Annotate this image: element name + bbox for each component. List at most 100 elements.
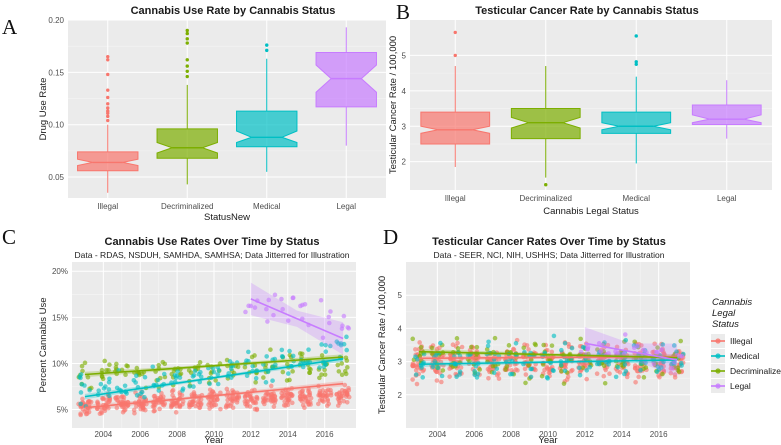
- panel-c-point-illegal: [212, 398, 218, 404]
- panel-c-point-illegal: [187, 400, 193, 405]
- panel-c-point-illegal: [289, 400, 295, 406]
- panel-a-x-axis-label: StatusNew: [204, 212, 250, 223]
- panel-c-point-legal: [302, 301, 308, 307]
- panel-c-point-illegal: [284, 390, 289, 396]
- panel-b-outlier-medical: [634, 62, 638, 66]
- panel-c-point-medical: [114, 385, 120, 391]
- panel-c-point-illegal: [325, 397, 330, 402]
- panel-c-point-decriminalized: [344, 358, 350, 363]
- panel-c-point-illegal: [308, 395, 314, 401]
- panel-d-point-decriminalized: [675, 365, 681, 370]
- panel-c-point-illegal: [272, 400, 278, 406]
- panel-d-point-illegal: [417, 340, 422, 345]
- panel-c-point-medical: [78, 375, 83, 381]
- panel-c-point-medical: [207, 381, 212, 387]
- panel-c-point-legal: [290, 295, 296, 300]
- panel-d-point-illegal: [668, 370, 674, 376]
- panel-b-box-legal: [691, 104, 762, 125]
- panel-d-point-medical: [587, 364, 593, 370]
- panel-c-point-medical: [197, 379, 203, 385]
- legend-title-line-3: Status: [712, 319, 739, 330]
- legend-label-decriminalized: Decriminalized: [730, 366, 781, 376]
- panel-a-title: Cannabis Use Rate by Cannabis Status: [131, 5, 336, 17]
- panel-d-point-illegal: [458, 365, 464, 370]
- panel-c-point-medical: [122, 383, 128, 389]
- panel-c-point-legal: [340, 323, 345, 329]
- panel-c-point-medical: [180, 388, 185, 393]
- panel-b-x-tick-label: Medical: [622, 194, 650, 203]
- panel-d-point-medical: [421, 351, 427, 357]
- panel-c-point-medical: [279, 347, 285, 353]
- panel-d-point-decriminalized: [418, 344, 424, 350]
- panel-d-point-decriminalized: [541, 342, 546, 348]
- panel-d-point-medical: [654, 369, 660, 375]
- panel-c-point-medical: [198, 374, 204, 380]
- panel-c-point-illegal: [218, 390, 223, 396]
- panel-a-outlier-decriminalized: [185, 74, 189, 79]
- panel-c-point-illegal: [99, 410, 104, 416]
- panel-c-point-illegal: [337, 391, 342, 396]
- panel-d-point-illegal: [447, 374, 452, 379]
- panel-c-point-illegal: [346, 387, 352, 393]
- panel-c-point-illegal: [100, 396, 105, 401]
- panel-c-point-medical: [263, 380, 269, 385]
- panel-d-point-medical: [485, 343, 491, 349]
- panel-c-point-illegal: [80, 396, 85, 402]
- panel-c-point-medical: [300, 364, 306, 370]
- panel-a-x-tick-label: Illegal: [97, 202, 118, 211]
- panel-c-point-illegal: [211, 402, 217, 408]
- panel-a-outlier-medical: [265, 48, 269, 53]
- panel-d-point-legal: [679, 353, 685, 359]
- panel-a-outlier-illegal: [106, 106, 110, 110]
- panel-d-x-tick-label: 2016: [650, 430, 668, 439]
- panel-c-point-medical: [101, 386, 107, 391]
- panel-c-point-decriminalized: [342, 368, 348, 374]
- legend-label-illegal: Illegal: [730, 336, 752, 346]
- panel-c-x-axis-label: Year: [204, 435, 223, 445]
- panel-c-y-tick-label: 20%: [52, 267, 68, 276]
- panel-a: A Cannabis Use Rate by Cannabis Status 0…: [2, 5, 386, 223]
- panel-c-point-illegal: [114, 405, 120, 411]
- panel-c-point-illegal: [268, 383, 274, 389]
- panel-d-point-medical: [551, 333, 557, 339]
- panel-c-point-illegal: [254, 406, 260, 412]
- panel-d-point-medical: [550, 367, 556, 373]
- panel-c-x-tick-label: 2004: [94, 430, 112, 439]
- panel-c-point-illegal: [279, 395, 284, 401]
- panel-c-point-illegal: [173, 410, 179, 415]
- panel-c-point-decriminalized: [125, 363, 131, 369]
- panel-c-point-decriminalized: [307, 370, 312, 376]
- panel-c-trend-line-decriminalized: [84, 356, 344, 376]
- panel-d-point-medical: [638, 361, 644, 366]
- panel-c-point-decriminalized: [280, 369, 286, 375]
- panel-d-point-illegal: [515, 368, 520, 373]
- panel-d-point-illegal: [584, 376, 589, 382]
- panel-c-point-illegal: [83, 411, 89, 417]
- panel-d-point-legal: [578, 349, 584, 355]
- panel-c-point-illegal: [285, 400, 290, 405]
- panel-d-point-medical: [432, 358, 438, 364]
- panel-a-y-tick-label: 0.20: [48, 16, 64, 25]
- panel-c-point-illegal: [299, 398, 305, 404]
- panel-c-point-illegal: [328, 390, 334, 396]
- panel-c-point-medical: [78, 401, 83, 407]
- panel-d-point-decriminalized: [578, 336, 583, 342]
- legend-key-point-illegal: [715, 338, 721, 344]
- panel-c-y-tick-label: 10%: [52, 359, 68, 368]
- panel-a-box-medical: [236, 110, 298, 148]
- panel-c-point-medical: [344, 334, 349, 340]
- panel-c-point-legal: [271, 312, 276, 318]
- legend: Cannabis Legal Status Illegal Medical Decr…: [711, 297, 781, 393]
- panel-d-point-decriminalized: [492, 335, 498, 341]
- panel-c-point-illegal: [342, 382, 348, 388]
- panel-d-trend-line-medical: [418, 359, 678, 366]
- panel-d-point-medical: [413, 354, 418, 359]
- panel-d-point-medical: [435, 365, 441, 371]
- panel-a-letter: A: [2, 15, 18, 39]
- panel-b-y-tick-label: 2: [402, 158, 407, 167]
- panel-c-point-medical: [215, 372, 221, 377]
- panel-c-x-ticks: 2004 2006 2008 2010 2012 2014 2016: [94, 430, 334, 439]
- panel-d-trend-line-legal: [584, 342, 678, 361]
- panel-d-y-tick-label: 3: [398, 358, 403, 367]
- panel-d-point-medical: [430, 364, 436, 370]
